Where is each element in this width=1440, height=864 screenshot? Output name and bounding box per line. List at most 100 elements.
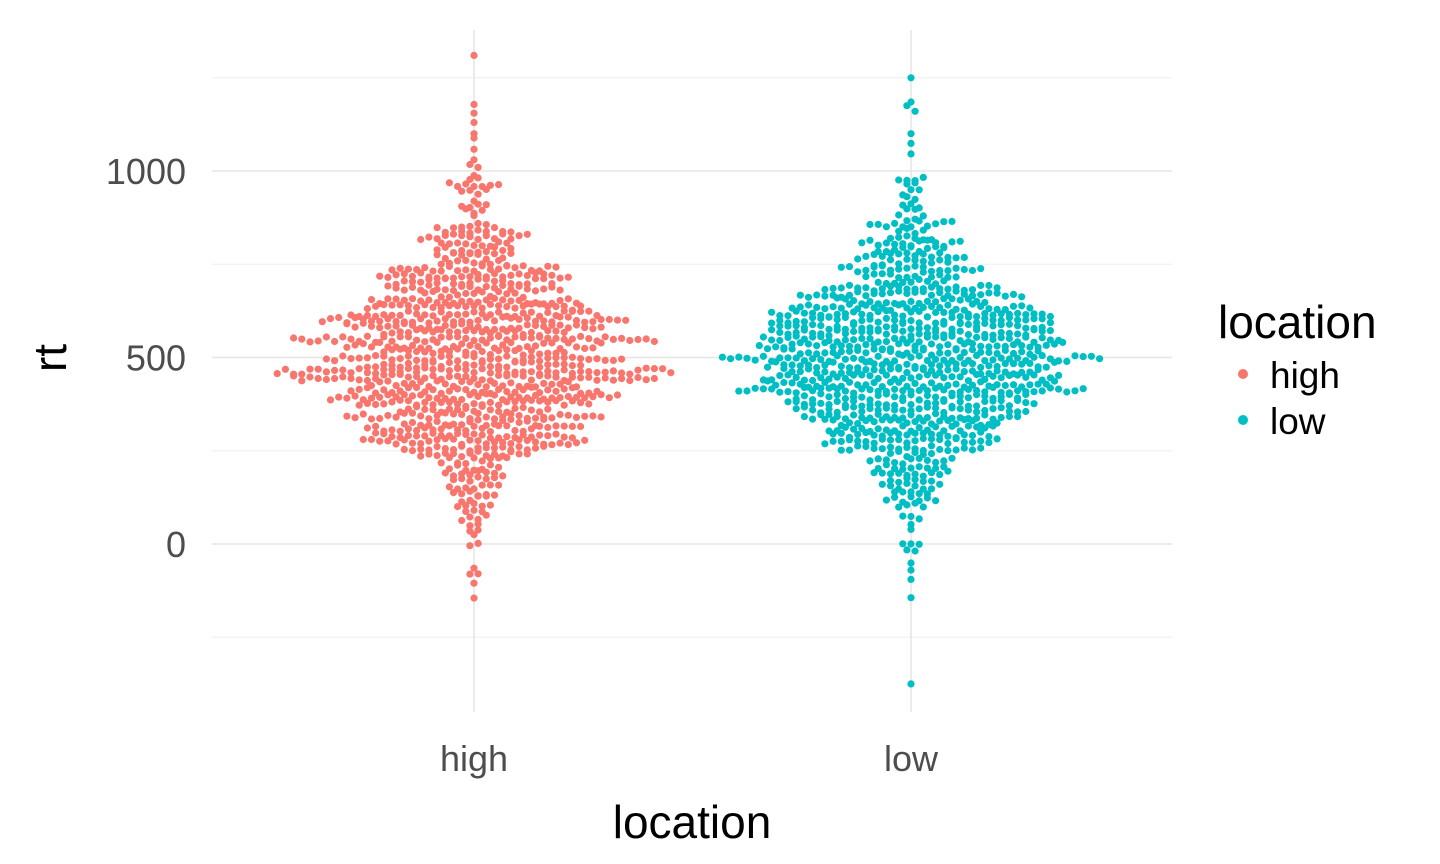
- point-high: [425, 450, 433, 458]
- point-high: [634, 373, 642, 382]
- point-low: [862, 301, 870, 309]
- point-low: [944, 432, 952, 440]
- point-low: [821, 285, 829, 294]
- point-low: [968, 431, 977, 440]
- point-low: [985, 439, 993, 447]
- point-high: [495, 401, 503, 409]
- point-high: [470, 499, 478, 508]
- point-high: [507, 440, 515, 448]
- point-high: [482, 390, 490, 398]
- point-high: [433, 377, 441, 385]
- point-low: [772, 343, 780, 351]
- point-low: [985, 362, 993, 370]
- point-high: [441, 409, 449, 417]
- point-low: [997, 321, 1005, 329]
- point-high: [544, 405, 552, 413]
- point-high: [458, 187, 466, 195]
- point-high: [650, 365, 659, 373]
- point-high: [466, 186, 474, 194]
- point-low: [952, 273, 960, 281]
- point-low: [899, 460, 907, 468]
- point-high: [470, 531, 478, 539]
- point-low: [948, 217, 956, 225]
- point-high: [425, 281, 433, 289]
- point-low: [1018, 348, 1026, 356]
- point-high: [408, 283, 417, 291]
- point-high: [523, 417, 531, 425]
- point-low: [919, 226, 927, 234]
- point-high: [597, 391, 605, 399]
- point-high: [515, 412, 523, 420]
- point-high: [335, 313, 343, 322]
- point-high: [445, 352, 453, 360]
- point-high: [331, 337, 339, 346]
- point-high: [367, 343, 376, 351]
- point-low: [870, 366, 878, 374]
- point-low: [804, 349, 813, 357]
- point-high: [392, 382, 400, 390]
- point-low: [1005, 412, 1014, 421]
- point-high: [540, 317, 548, 325]
- point-high: [400, 277, 408, 285]
- point-high: [454, 357, 462, 365]
- point-high: [400, 420, 408, 428]
- point-high: [507, 271, 515, 279]
- point-low: [903, 193, 911, 201]
- point-high: [470, 594, 478, 602]
- point-low: [907, 525, 915, 534]
- point-high: [634, 335, 642, 344]
- point-high: [376, 317, 384, 325]
- point-low: [948, 313, 956, 322]
- point-high: [531, 321, 540, 330]
- point-high: [466, 513, 474, 521]
- legend-label-high: high: [1270, 355, 1340, 396]
- point-low: [944, 349, 952, 357]
- point-high: [437, 389, 445, 397]
- point-low: [837, 429, 845, 437]
- point-high: [445, 422, 453, 430]
- point-high: [581, 436, 589, 444]
- point-high: [413, 426, 421, 435]
- point-high: [404, 265, 412, 273]
- point-high: [404, 333, 412, 341]
- point-high: [613, 316, 622, 324]
- point-low: [841, 423, 850, 431]
- point-high: [380, 430, 388, 438]
- point-high: [322, 333, 330, 341]
- point-high: [462, 205, 470, 213]
- point-low: [866, 328, 874, 336]
- point-low: [866, 220, 874, 229]
- point-high: [413, 432, 421, 440]
- point-low: [809, 333, 817, 341]
- point-high: [486, 300, 494, 308]
- point-high: [490, 474, 499, 482]
- point-high: [564, 441, 572, 449]
- point-low: [886, 436, 895, 444]
- point-high: [396, 311, 404, 319]
- point-low: [854, 430, 862, 438]
- point-high: [462, 430, 470, 438]
- point-low: [854, 268, 862, 276]
- point-high: [392, 284, 400, 292]
- point-high: [585, 307, 593, 315]
- point-high: [421, 364, 429, 372]
- point-low: [882, 314, 891, 322]
- point-low: [1014, 371, 1022, 379]
- point-low: [813, 342, 821, 350]
- point-high: [544, 308, 552, 317]
- point-high: [449, 489, 458, 497]
- point-low: [907, 374, 915, 382]
- point-high: [298, 335, 306, 343]
- point-low: [964, 385, 973, 394]
- point-low: [911, 547, 919, 555]
- point-low: [1014, 309, 1022, 317]
- point-high: [470, 100, 478, 108]
- point-high: [339, 333, 347, 341]
- point-high: [445, 483, 453, 491]
- point-low: [1050, 340, 1059, 348]
- point-low: [825, 393, 833, 401]
- point-high: [486, 329, 494, 337]
- point-high: [519, 372, 527, 380]
- point-low: [915, 275, 923, 284]
- point-low: [989, 383, 997, 391]
